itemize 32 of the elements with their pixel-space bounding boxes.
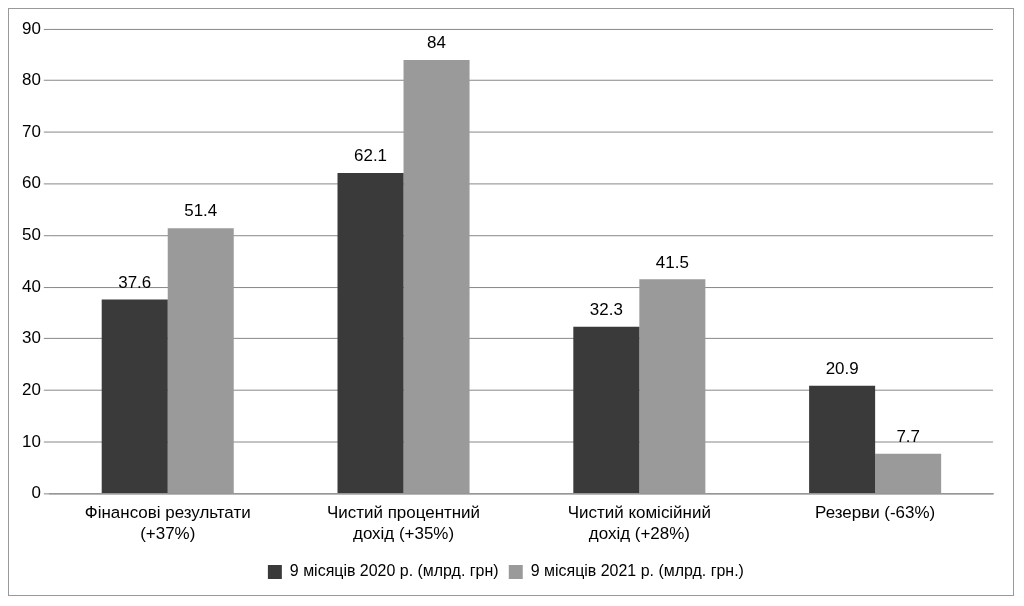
bar xyxy=(573,326,640,494)
bar xyxy=(167,228,234,494)
y-tick-label: 20 xyxy=(21,379,41,399)
bar xyxy=(337,172,404,494)
y-tick-label: 0 xyxy=(31,483,41,503)
legend-label: 9 місяців 2020 р. (млрд. грн) xyxy=(289,562,499,580)
y-tick-label: 10 xyxy=(21,431,41,451)
x-tick-label: Чистий процентний дохід (+35%) xyxy=(327,503,481,543)
data-label: 20.9 xyxy=(825,358,859,378)
bar xyxy=(101,299,168,494)
y-tick-label: 60 xyxy=(21,173,41,193)
data-label: 41.5 xyxy=(655,252,689,272)
data-label: 51.4 xyxy=(184,201,218,221)
bar xyxy=(809,385,876,494)
data-label: 37.6 xyxy=(118,272,152,292)
x-tick-label: Фінансові результати (+37%) xyxy=(84,503,251,543)
y-tick-label: 50 xyxy=(21,225,41,245)
bar xyxy=(639,279,706,494)
x-tick-label: Резерви (-63%) xyxy=(815,503,936,523)
bar xyxy=(403,59,470,494)
y-tick-label: 40 xyxy=(21,276,41,296)
y-tick-label: 70 xyxy=(21,121,41,141)
bar xyxy=(875,453,942,494)
data-label: 7.7 xyxy=(896,427,920,447)
legend-label: 9 місяців 2021 р. (млрд. грн.) xyxy=(530,562,744,580)
y-tick-label: 80 xyxy=(21,70,41,90)
x-tick-label: Чистий комісійний дохід (+28%) xyxy=(567,503,711,543)
data-label: 32.3 xyxy=(589,300,623,320)
data-label: 84 xyxy=(427,33,446,53)
y-tick-label: 90 xyxy=(21,18,41,38)
data-label: 62.1 xyxy=(354,146,388,166)
y-tick-label: 30 xyxy=(21,328,41,348)
